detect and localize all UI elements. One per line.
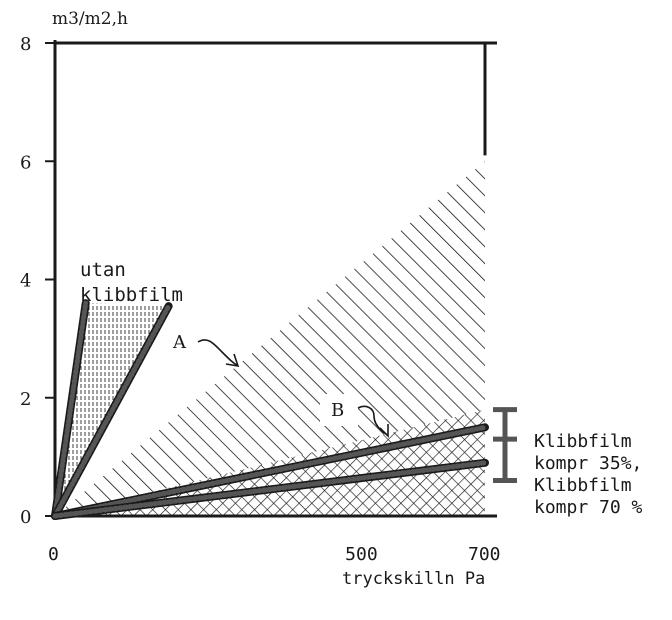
series-line-0	[52, 300, 89, 519]
y-tick-label: 2	[20, 389, 31, 410]
annotation-right-2-line1: Klibbfilm	[534, 475, 632, 496]
y-tick-label: 4	[20, 271, 31, 292]
annotation-label-a: A	[172, 332, 187, 353]
x-tick-label: 500	[345, 544, 378, 565]
arrow-a-head	[225, 353, 240, 368]
y-tick-label: 6	[20, 152, 31, 173]
annotation-utan-line1: utan	[80, 259, 126, 281]
annotation-label-b: B	[331, 400, 344, 421]
annotation-utan-line2: klibbfilm	[80, 284, 183, 306]
annotation-right-1-line2: kompr 35%,	[534, 453, 642, 474]
arrow-a	[197, 339, 239, 367]
label-a-cutout	[166, 328, 194, 356]
area-b-hatch	[55, 409, 485, 516]
x-ticks: 0 500 700	[48, 544, 501, 565]
y-ticks: 0 2 4 6 8	[20, 34, 55, 528]
y-axis-label: m3/m2,h	[52, 9, 128, 29]
y-tick-label: 8	[20, 34, 31, 55]
x-tick-label: 700	[468, 544, 501, 565]
series-lines	[51, 299, 489, 520]
series-line-2	[52, 424, 488, 519]
label-b-cutout	[320, 394, 358, 426]
x-axis-label: tryckskilln Pa	[342, 569, 485, 589]
range-bars	[493, 407, 517, 484]
arrow-b-head	[379, 424, 389, 438]
y-tick-label: 0	[20, 507, 31, 528]
x-tick-label: 0	[48, 544, 59, 565]
annotation-right-1-line1: Klibbfilm	[534, 431, 632, 452]
annotation-right-2-line2: kompr 70 %	[534, 497, 643, 518]
series-line-1	[52, 303, 172, 519]
series-line-3	[52, 460, 488, 519]
